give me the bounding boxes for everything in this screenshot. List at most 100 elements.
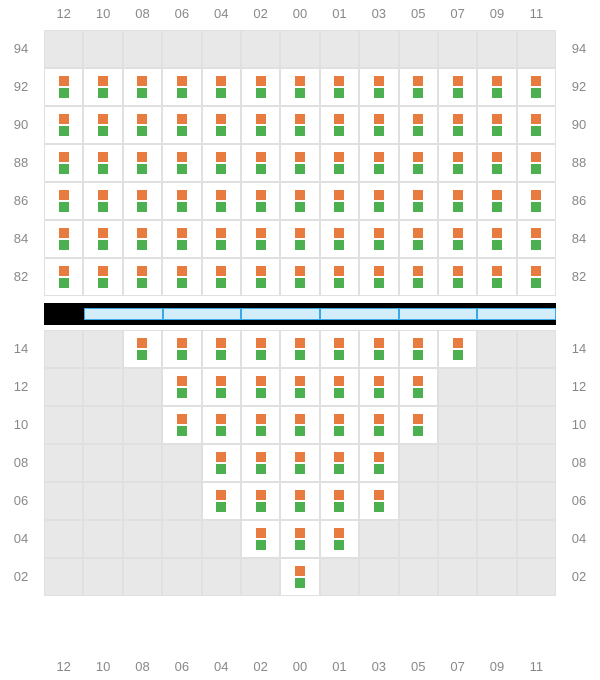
seat-cell[interactable] [320,368,359,406]
seat-cell[interactable] [123,144,162,182]
seat-cell[interactable] [123,220,162,258]
seat-cell[interactable] [359,144,398,182]
seat-cell[interactable] [359,330,398,368]
seat-cell[interactable] [241,144,280,182]
seat-cell[interactable] [280,368,319,406]
seat-cell[interactable] [359,444,398,482]
seat-cell[interactable] [320,482,359,520]
seat-cell[interactable] [83,106,122,144]
seat-cell[interactable] [438,330,477,368]
seat-cell[interactable] [438,144,477,182]
seat-cell[interactable] [517,106,556,144]
seat-cell[interactable] [202,368,241,406]
seat-cell[interactable] [517,220,556,258]
seat-cell[interactable] [44,144,83,182]
seat-cell[interactable] [517,182,556,220]
seat-cell[interactable] [280,68,319,106]
seat-cell[interactable] [202,220,241,258]
seat-cell[interactable] [438,106,477,144]
seat-cell[interactable] [241,106,280,144]
seat-cell[interactable] [123,330,162,368]
seat-cell[interactable] [477,68,516,106]
seat-cell[interactable] [83,144,122,182]
seat-cell[interactable] [438,258,477,296]
seat-cell[interactable] [359,220,398,258]
seat-cell[interactable] [399,68,438,106]
seat-cell[interactable] [320,182,359,220]
seat-cell[interactable] [44,106,83,144]
seat-cell[interactable] [280,182,319,220]
seat-cell[interactable] [359,368,398,406]
seat-cell[interactable] [241,182,280,220]
seat-cell[interactable] [162,368,201,406]
seat-cell[interactable] [438,68,477,106]
seat-cell[interactable] [83,220,122,258]
seat-cell[interactable] [399,330,438,368]
seat-cell[interactable] [280,444,319,482]
seat-cell[interactable] [280,106,319,144]
seat-cell[interactable] [320,406,359,444]
seat-cell[interactable] [399,182,438,220]
seat-cell[interactable] [320,330,359,368]
seat-cell[interactable] [162,258,201,296]
seat-cell[interactable] [359,406,398,444]
seat-cell[interactable] [123,106,162,144]
seat-cell[interactable] [438,220,477,258]
seat-cell[interactable] [517,68,556,106]
seat-cell[interactable] [162,220,201,258]
seat-cell[interactable] [83,182,122,220]
seat-cell[interactable] [241,220,280,258]
seat-cell[interactable] [202,330,241,368]
seat-cell[interactable] [162,182,201,220]
seat-cell[interactable] [202,406,241,444]
seat-cell[interactable] [162,68,201,106]
seat-cell[interactable] [241,330,280,368]
seat-cell[interactable] [359,258,398,296]
seat-cell[interactable] [202,106,241,144]
seat-cell[interactable] [280,330,319,368]
seat-cell[interactable] [399,144,438,182]
seat-cell[interactable] [280,482,319,520]
seat-cell[interactable] [359,182,398,220]
seat-cell[interactable] [399,106,438,144]
seat-cell[interactable] [202,444,241,482]
seat-cell[interactable] [202,258,241,296]
seat-cell[interactable] [241,444,280,482]
seat-cell[interactable] [320,258,359,296]
seat-cell[interactable] [162,144,201,182]
seat-cell[interactable] [44,258,83,296]
seat-cell[interactable] [83,68,122,106]
seat-cell[interactable] [438,182,477,220]
seat-cell[interactable] [399,368,438,406]
seat-cell[interactable] [280,258,319,296]
seat-cell[interactable] [241,368,280,406]
seat-cell[interactable] [44,220,83,258]
seat-cell[interactable] [517,144,556,182]
seat-cell[interactable] [359,68,398,106]
seat-cell[interactable] [241,406,280,444]
seat-cell[interactable] [320,520,359,558]
seat-cell[interactable] [123,68,162,106]
seat-cell[interactable] [280,406,319,444]
seat-cell[interactable] [162,406,201,444]
seat-cell[interactable] [359,482,398,520]
seat-cell[interactable] [399,220,438,258]
seat-cell[interactable] [241,482,280,520]
seat-cell[interactable] [320,68,359,106]
seat-cell[interactable] [202,144,241,182]
seat-cell[interactable] [399,406,438,444]
seat-cell[interactable] [477,220,516,258]
seat-cell[interactable] [44,68,83,106]
seat-cell[interactable] [123,182,162,220]
seat-cell[interactable] [320,444,359,482]
seat-cell[interactable] [123,258,162,296]
seat-cell[interactable] [280,558,319,596]
seat-cell[interactable] [477,258,516,296]
seat-cell[interactable] [320,106,359,144]
seat-cell[interactable] [280,520,319,558]
seat-cell[interactable] [241,68,280,106]
seat-cell[interactable] [241,520,280,558]
seat-cell[interactable] [202,482,241,520]
seat-cell[interactable] [162,106,201,144]
seat-cell[interactable] [280,144,319,182]
